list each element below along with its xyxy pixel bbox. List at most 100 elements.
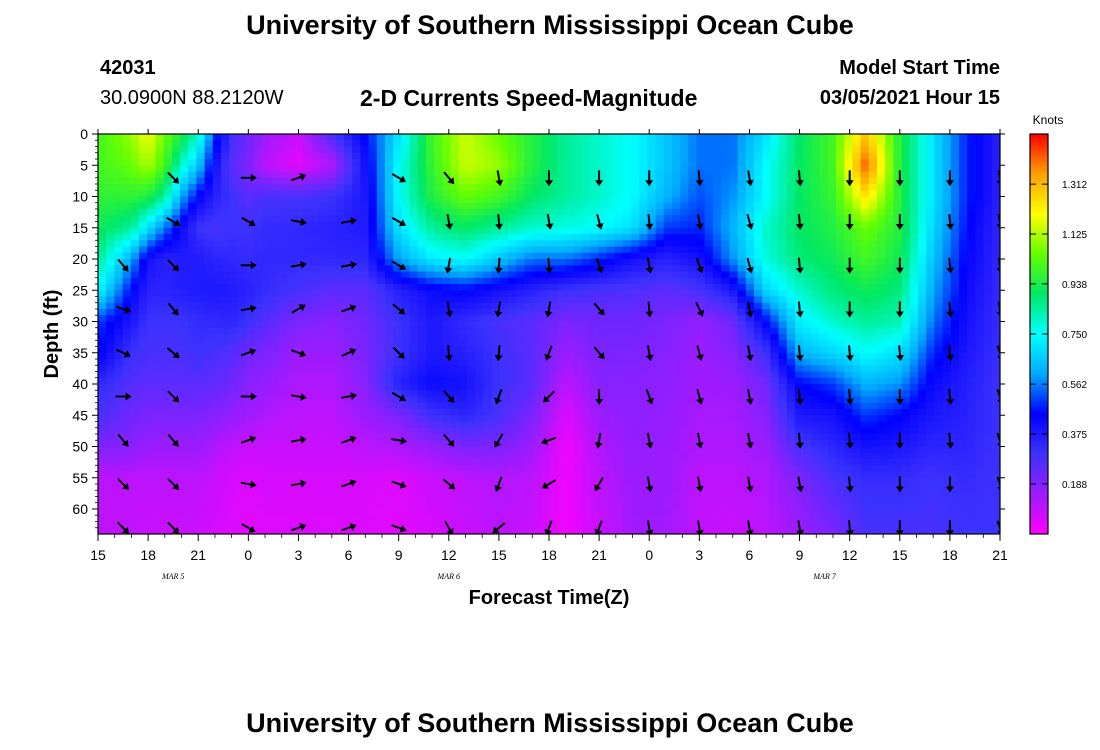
- heatmap-cell: [696, 246, 706, 254]
- heatmap-cell: [483, 140, 493, 148]
- heatmap-cell: [106, 309, 115, 316]
- heatmap-cell: [155, 446, 165, 454]
- heatmap-cell: [262, 490, 271, 498]
- heatmap-cell: [713, 527, 722, 534]
- heatmap-cell: [696, 190, 706, 198]
- heatmap-cell: [483, 377, 493, 385]
- heatmap-cell: [155, 377, 165, 385]
- heatmap-cell: [98, 377, 107, 385]
- heatmap-cell: [631, 196, 640, 204]
- heatmap-cell: [147, 315, 156, 323]
- heatmap-cell: [376, 496, 386, 504]
- heatmap-cell: [565, 234, 575, 241]
- heatmap-cell: [565, 340, 575, 348]
- heatmap-cell: [450, 165, 460, 173]
- heatmap-cell: [549, 234, 558, 241]
- heatmap-cell: [385, 527, 394, 534]
- heatmap-cell: [278, 402, 288, 410]
- heatmap-cell: [557, 459, 566, 466]
- heatmap-cell: [180, 465, 189, 473]
- heatmap-cell: [598, 209, 607, 216]
- heatmap-cell: [376, 184, 386, 191]
- heatmap-cell: [352, 259, 361, 266]
- heatmap-cell: [344, 421, 353, 429]
- heatmap-cell: [557, 265, 566, 273]
- heatmap-cell: [434, 477, 443, 485]
- heatmap-cell: [598, 271, 607, 279]
- heatmap-cell: [450, 484, 460, 491]
- heatmap-cell: [499, 446, 509, 454]
- heatmap-cell: [417, 496, 427, 504]
- heatmap-cell: [155, 409, 165, 416]
- heatmap-cell: [458, 440, 468, 448]
- heatmap-cell: [721, 465, 730, 473]
- heatmap-cell: [557, 334, 566, 341]
- heatmap-cell: [147, 415, 156, 423]
- heatmap-cell: [680, 490, 689, 498]
- heatmap-cell: [409, 134, 419, 141]
- heatmap-cell: [508, 177, 517, 185]
- heatmap-cell: [286, 484, 296, 491]
- heatmap-cell: [458, 502, 468, 510]
- heatmap-cell: [672, 421, 681, 429]
- heatmap-cell: [139, 315, 148, 323]
- heatmap-cell: [344, 377, 353, 385]
- heatmap-cell: [655, 296, 665, 304]
- heatmap-cell: [557, 384, 566, 391]
- heatmap-cell: [122, 334, 132, 341]
- heatmap-cell: [212, 452, 222, 460]
- heatmap-cell: [573, 240, 583, 248]
- heatmap-cell: [122, 340, 132, 348]
- heatmap-cell: [729, 284, 739, 291]
- heatmap-cell: [409, 146, 419, 154]
- heatmap-cell: [311, 209, 320, 216]
- heatmap-cell: [237, 371, 247, 379]
- heatmap-cell: [139, 484, 148, 491]
- heatmap-cell: [229, 459, 238, 466]
- heatmap-cell: [721, 452, 730, 460]
- heatmap-cell: [696, 496, 706, 504]
- heatmap-cell: [417, 215, 427, 223]
- heatmap-cell: [426, 452, 435, 460]
- heatmap-cell: [655, 327, 665, 335]
- heatmap-cell: [409, 159, 419, 166]
- heatmap-cell: [672, 471, 681, 479]
- heatmap-cell: [204, 440, 214, 448]
- heatmap-cell: [180, 371, 189, 379]
- heatmap-cell: [417, 309, 427, 316]
- heatmap-cell: [139, 509, 148, 516]
- heatmap-cell: [352, 484, 361, 491]
- heatmap-cell: [467, 452, 476, 460]
- heatmap-cell: [130, 365, 140, 373]
- heatmap-cell: [606, 434, 616, 441]
- heatmap-cell: [303, 159, 312, 166]
- heatmap-cell: [253, 521, 263, 529]
- heatmap-cell: [565, 515, 575, 523]
- heatmap-cell: [385, 190, 394, 198]
- heatmap-cell: [122, 165, 132, 173]
- heatmap-cell: [409, 196, 419, 204]
- heatmap-cell: [262, 477, 271, 485]
- heatmap-cell: [450, 215, 460, 223]
- heatmap-cell: [721, 284, 730, 291]
- heatmap-cell: [114, 477, 124, 485]
- heatmap-cell: [672, 159, 681, 166]
- heatmap-cell: [524, 171, 534, 179]
- heatmap-cell: [311, 359, 320, 366]
- heatmap-cell: [450, 159, 460, 166]
- heatmap-cell: [221, 527, 230, 534]
- heatmap-cell: [688, 421, 698, 429]
- heatmap-cell: [376, 515, 386, 523]
- heatmap-cell: [98, 234, 107, 241]
- heatmap-cell: [344, 290, 353, 298]
- heatmap-cell: [704, 484, 714, 491]
- heatmap-cell: [106, 377, 115, 385]
- heatmap-cell: [704, 359, 714, 366]
- heatmap-cell: [286, 496, 296, 504]
- heatmap-cell: [540, 309, 550, 316]
- heatmap-cell: [393, 184, 402, 191]
- heatmap-cell: [376, 521, 386, 529]
- heatmap-cell: [360, 409, 370, 416]
- heatmap-cell: [401, 209, 411, 216]
- heatmap-cell: [278, 340, 288, 348]
